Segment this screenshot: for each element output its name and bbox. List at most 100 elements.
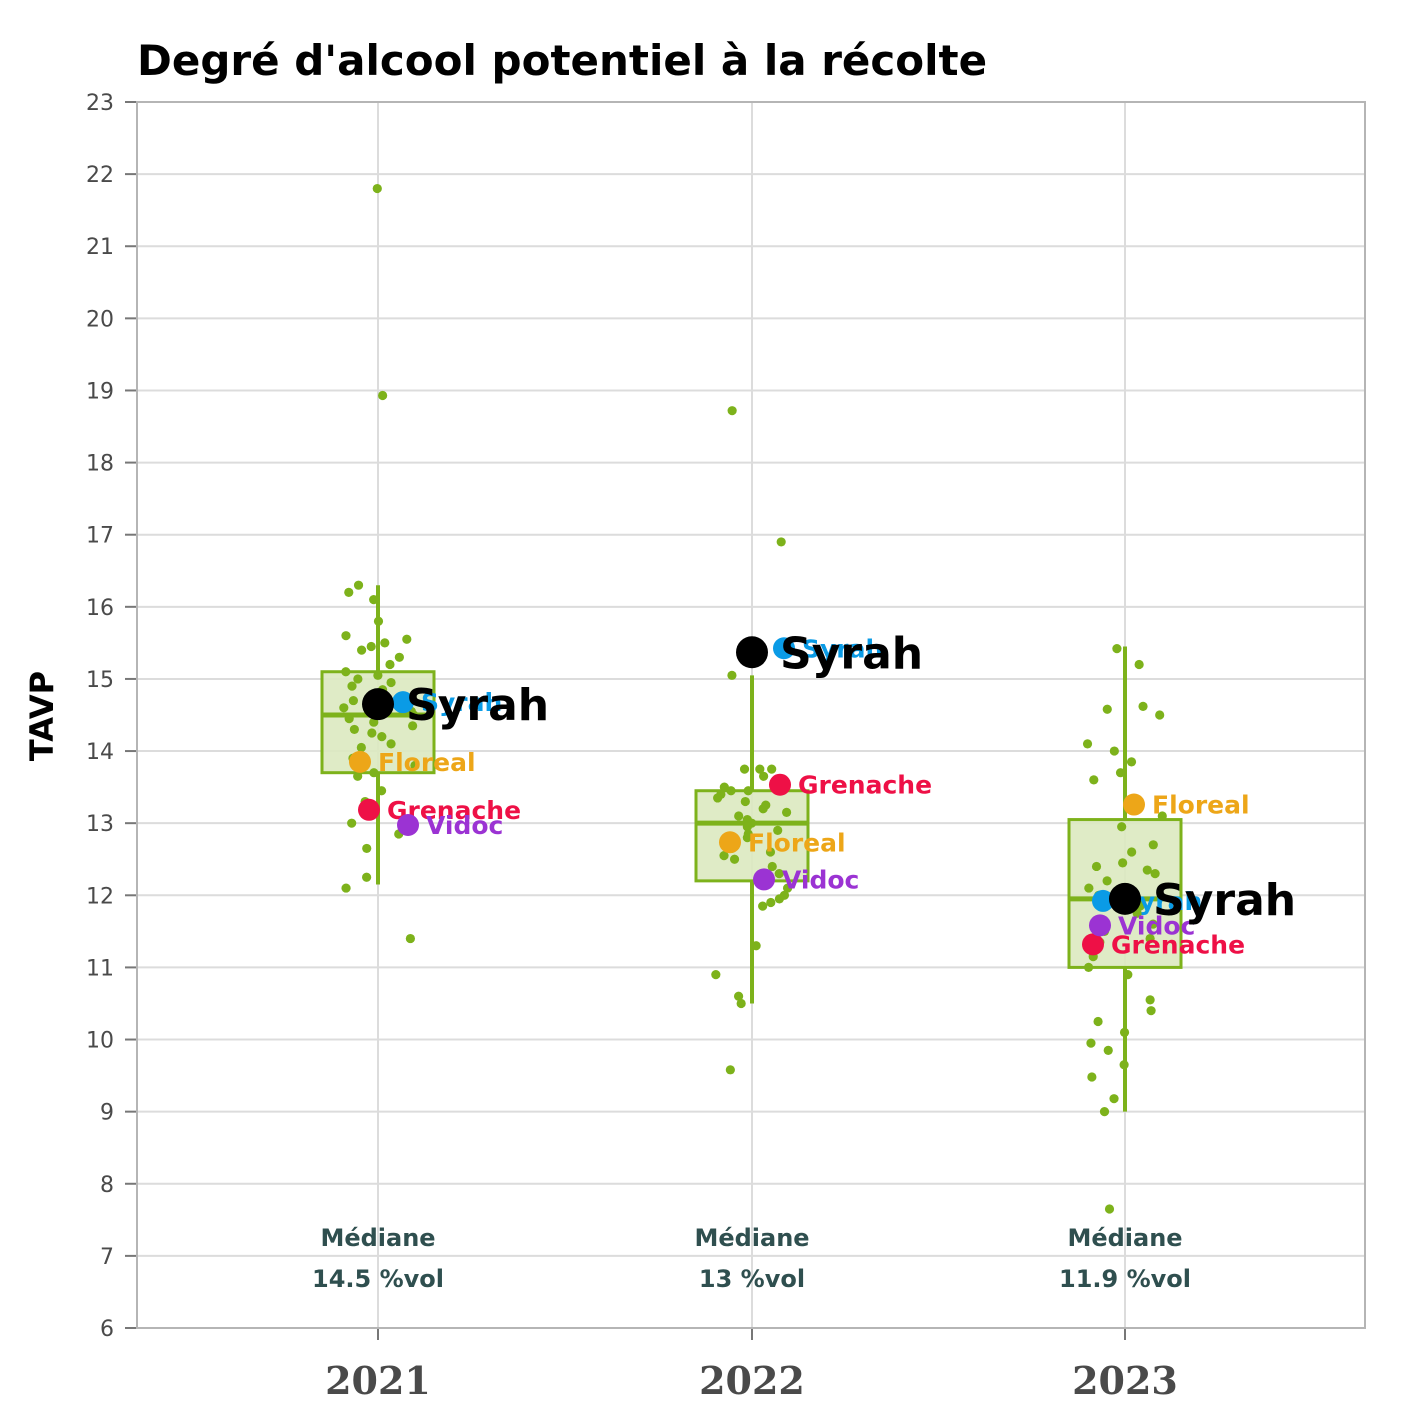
series-point-floreal <box>349 750 371 773</box>
highlight-label: Syrah <box>1153 875 1296 926</box>
jitter-point <box>767 861 777 872</box>
jitter-point <box>373 670 383 680</box>
median-value-label: 11.9 %vol <box>1059 1265 1191 1293</box>
jitter-point <box>727 670 737 680</box>
jitter-point <box>726 786 736 796</box>
jitter-point <box>736 998 746 1009</box>
y-tick-label: 23 <box>86 91 114 116</box>
jitter-point <box>1138 701 1148 711</box>
jitter-point <box>1109 1094 1119 1104</box>
jitter-point <box>344 587 354 598</box>
series-label-floreal: Floreal <box>1152 791 1250 820</box>
box-iqr <box>694 789 810 883</box>
jitter-point <box>774 894 784 904</box>
jitter-point <box>781 807 792 817</box>
jitter-point <box>380 638 390 648</box>
series-point-grenache <box>769 773 791 796</box>
jitter-point <box>1115 768 1126 778</box>
jitter-point <box>409 710 419 720</box>
jitter-point <box>1126 757 1137 767</box>
jitter-point <box>394 652 404 662</box>
series-label-grenache: Grenache <box>798 771 932 800</box>
y-tick-label: 8 <box>100 1173 114 1198</box>
x-tick-label: 2021 <box>325 1358 431 1403</box>
jitter-point <box>1119 1027 1130 1037</box>
jitter-point <box>1127 847 1137 857</box>
jitter-point <box>740 796 750 807</box>
jitter-point <box>1089 775 1099 785</box>
jitter-point <box>348 695 358 706</box>
x-tick-label: 2023 <box>1072 1358 1178 1403</box>
jitter-point <box>1145 995 1155 1005</box>
jitter-point <box>773 825 783 835</box>
series-point-syrah <box>773 637 795 660</box>
jitter-point <box>344 714 354 724</box>
jitter-point <box>347 681 357 691</box>
series-point-vidoc <box>753 868 775 891</box>
jitter-point <box>733 991 744 1001</box>
series-point-vidoc <box>397 814 419 837</box>
y-tick-label: 22 <box>86 163 114 188</box>
chart-title: Degré d'alcool potentiel à la récolte <box>137 36 987 85</box>
highlight-point <box>736 636 768 669</box>
y-tick-label: 6 <box>100 1317 114 1342</box>
jitter-point <box>353 580 364 590</box>
jitter-point <box>1148 840 1158 850</box>
jitter-point <box>1083 962 1094 973</box>
jitter-point <box>341 883 351 893</box>
y-tick-label: 16 <box>86 596 114 621</box>
jitter-point <box>1117 822 1127 832</box>
median-annotations: Médiane 14.5 %vol Médiane 13 %vol Médiane 11.… <box>312 1224 1191 1293</box>
jitter-point <box>1103 1045 1113 1055</box>
jitter-point <box>386 739 396 749</box>
jitter-point <box>369 768 379 778</box>
jitter-point <box>742 822 752 832</box>
series-label-syrah: Syrah <box>802 634 883 663</box>
jitter-point <box>356 742 366 753</box>
jitter-point <box>765 847 776 857</box>
jitter-point <box>782 883 793 893</box>
series-points: Syrah Syrah Syrah Floreal Floreal Floreal Gren… <box>349 628 1296 959</box>
jitter-point <box>353 674 363 684</box>
series-label-vidoc: Vidoc <box>782 865 859 894</box>
jitter-point <box>1099 1107 1110 1117</box>
median-label: Médiane <box>320 1224 435 1252</box>
highlight-label: Syrah <box>780 628 923 679</box>
y-tick-label: 20 <box>86 307 114 332</box>
y-tick-label: 19 <box>86 379 114 404</box>
jitter-point <box>408 721 418 731</box>
jitter-point <box>719 851 729 861</box>
jitter-point <box>1112 644 1122 654</box>
jitter-point <box>755 764 765 774</box>
jitter-point <box>1084 883 1094 893</box>
jitter-point <box>767 764 777 774</box>
x-tick-label: 2022 <box>699 1358 805 1403</box>
jitter-point <box>385 659 395 670</box>
jitter-point <box>341 667 351 677</box>
y-tick-label: 11 <box>86 956 114 981</box>
jitter-point <box>743 786 753 796</box>
series-point-grenache <box>1082 933 1104 956</box>
highlight-label: Syrah <box>406 680 549 731</box>
jitter-point <box>1150 869 1160 879</box>
jitter-point <box>729 854 740 864</box>
median-label: Médiane <box>694 1224 809 1252</box>
jitter-point <box>734 811 744 821</box>
highlight-point <box>1109 882 1141 915</box>
jitter-point <box>341 631 351 641</box>
jitter-point <box>759 771 769 781</box>
jitter-point <box>1102 704 1112 714</box>
y-tick-label: 9 <box>100 1101 114 1126</box>
series-label-floreal: Floreal <box>378 748 476 777</box>
jitter-point <box>742 833 752 843</box>
jitter-point <box>1091 861 1102 872</box>
jitter-point <box>362 843 372 854</box>
y-tick-label: 21 <box>86 235 114 260</box>
jitter-point <box>758 804 768 814</box>
jitter-point <box>751 941 761 951</box>
median-label: Médiane <box>1067 1224 1182 1252</box>
highlight-point <box>362 688 394 721</box>
series-label-vidoc: Vidoc <box>426 811 503 840</box>
